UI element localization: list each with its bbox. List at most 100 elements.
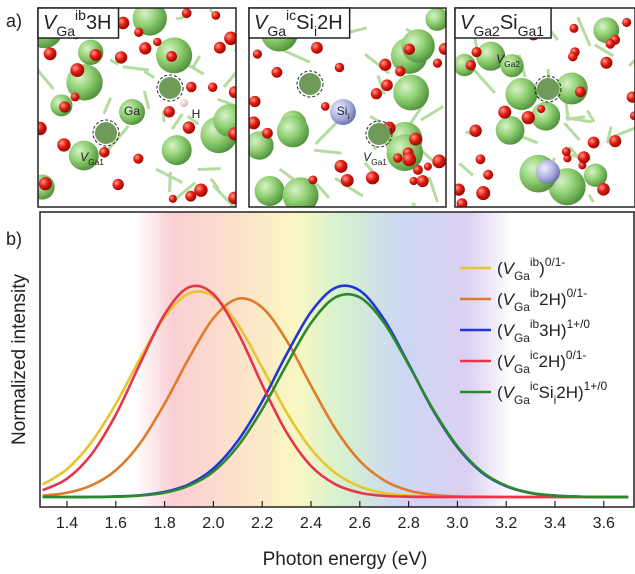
- vacancy-atom: [159, 77, 181, 99]
- o-atom: [432, 154, 446, 168]
- text-part: Ga: [514, 362, 530, 376]
- text-part: Ga: [56, 23, 75, 39]
- o-atom: [334, 160, 347, 173]
- ga-atom: [531, 102, 560, 131]
- text-part: Si: [538, 383, 553, 402]
- o-atom: [134, 28, 143, 37]
- o-atom: [183, 121, 195, 133]
- text-part: 1+/0: [567, 317, 591, 331]
- text-part: 0/1-: [566, 348, 587, 362]
- o-atom: [393, 153, 402, 162]
- text-part: Ga: [514, 300, 530, 314]
- text-part: 3H: [86, 12, 112, 34]
- text-part: Ga2: [504, 59, 520, 69]
- o-atom: [562, 147, 571, 156]
- text-part: 3H): [539, 321, 566, 340]
- o-atom: [57, 138, 70, 151]
- o-atom: [335, 63, 345, 73]
- text-part: Ga: [514, 331, 530, 345]
- o-atom: [600, 57, 612, 69]
- x-tick-label: 3.0: [446, 515, 468, 532]
- x-tick-label: 1.4: [56, 515, 78, 532]
- o-atom: [424, 163, 432, 171]
- text-part: Ga2: [473, 23, 500, 39]
- bond: [570, 117, 586, 119]
- ga-atom: [425, 8, 448, 31]
- text-part: Si: [296, 12, 314, 34]
- text-part: Si: [337, 104, 348, 118]
- text-part: ic: [286, 7, 296, 23]
- o-atom: [39, 177, 52, 190]
- o-atom: [366, 171, 379, 184]
- x-tick-label: 1.8: [153, 515, 175, 532]
- text-part: Ga1: [371, 157, 387, 167]
- o-atom: [228, 127, 241, 140]
- panel-label: a): [6, 11, 22, 31]
- text-part: Ga: [514, 393, 530, 407]
- text-part: Ga1: [518, 23, 545, 39]
- o-atom: [208, 83, 217, 92]
- o-atom: [262, 128, 273, 139]
- o-atom: [381, 79, 393, 91]
- o-atom: [379, 59, 391, 71]
- o-atom: [569, 24, 578, 33]
- vacancy-atom: [299, 73, 321, 95]
- text-part: ib: [75, 7, 86, 23]
- x-tick-label: 1.6: [105, 515, 127, 532]
- text-part: Si: [500, 12, 518, 34]
- o-atom: [249, 96, 260, 107]
- o-atom: [185, 191, 196, 202]
- o-atom: [409, 133, 422, 146]
- o-atom: [308, 175, 317, 184]
- x-tick-label: 2.2: [251, 515, 273, 532]
- o-atom: [413, 165, 423, 175]
- text-part: ib: [530, 317, 540, 331]
- o-atom: [476, 186, 490, 200]
- o-atom: [253, 50, 262, 59]
- text-part: ic: [530, 348, 539, 362]
- y-axis-label: Normalized intensity: [9, 273, 30, 445]
- x-tick-label: 2.6: [349, 515, 371, 532]
- o-atom: [59, 101, 70, 112]
- vacancy-atom: [537, 78, 559, 100]
- o-atom: [475, 154, 485, 164]
- o-atom: [341, 174, 354, 187]
- o-atom: [439, 43, 451, 55]
- o-atom: [575, 86, 586, 97]
- o-atom: [115, 51, 127, 63]
- o-atom: [469, 124, 481, 136]
- o-atom: [44, 47, 57, 60]
- o-atom: [133, 154, 143, 164]
- x-tick-label: 3.4: [544, 515, 566, 532]
- x-axis-label: Photon energy (eV): [263, 549, 428, 570]
- vacancy-atom: [368, 123, 390, 145]
- text-part: ib: [530, 255, 540, 269]
- bond: [25, 174, 38, 191]
- o-atom: [71, 92, 80, 101]
- o-atom: [395, 66, 405, 76]
- o-atom: [568, 52, 577, 61]
- vacancy-atom: [95, 122, 117, 144]
- o-atom: [537, 105, 545, 113]
- atom-label: H: [192, 107, 201, 121]
- text-part: 2H): [538, 352, 565, 371]
- o-atom: [186, 82, 196, 92]
- text-part: Ga: [124, 104, 140, 118]
- x-tick-label: 3.2: [495, 515, 517, 532]
- o-atom: [182, 8, 192, 18]
- bond: [198, 169, 221, 170]
- o-atom: [194, 183, 207, 196]
- o-atom: [588, 137, 600, 149]
- si-atom: [536, 160, 560, 184]
- text-part: Ga1: [88, 157, 104, 167]
- o-atom: [578, 151, 590, 163]
- x-tick-label: 2.8: [397, 515, 419, 532]
- o-atom: [404, 44, 415, 55]
- o-atom: [311, 42, 323, 54]
- o-atom: [153, 38, 161, 46]
- ga-atom: [505, 78, 537, 110]
- text-part: ic: [530, 379, 539, 393]
- structure-caption: VGaicSii2H: [254, 7, 343, 39]
- x-tick-label: 2.4: [300, 515, 322, 532]
- o-atom: [229, 86, 241, 98]
